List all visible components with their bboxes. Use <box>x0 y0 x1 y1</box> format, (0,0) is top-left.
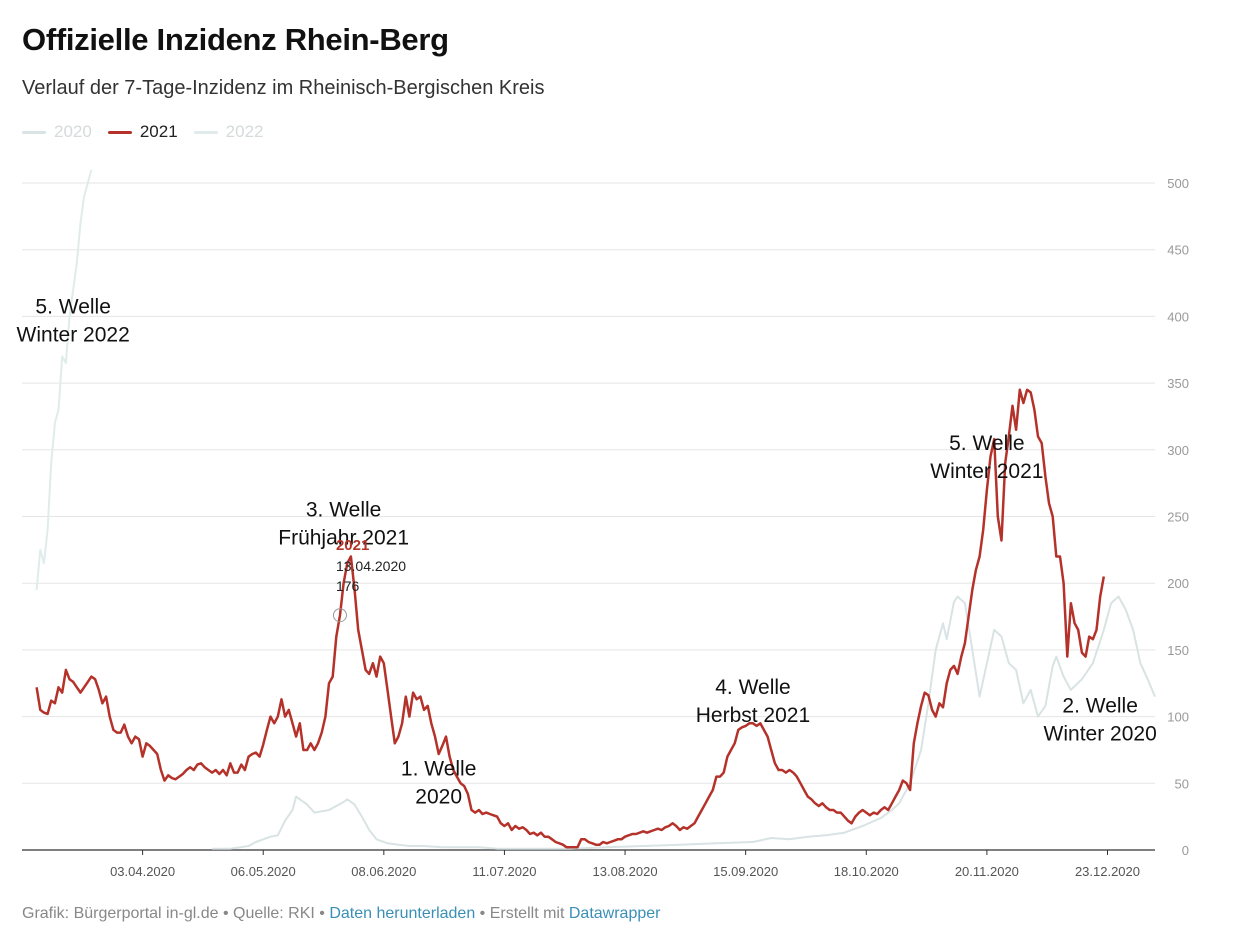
legend-label-2022: 2022 <box>225 122 264 141</box>
datawrapper-link[interactable]: Datawrapper <box>568 905 661 922</box>
legend-label-2020: 2020 <box>54 122 92 141</box>
y-tick-label: 500 <box>1167 176 1189 191</box>
x-tick-label: 06.05.2020 <box>231 864 296 879</box>
annotation-label: 5. Welle Winter 2022 <box>17 296 130 347</box>
annotation-label: 1. Welle 2020 <box>401 757 476 808</box>
footer-source: Quelle: RKI <box>233 905 315 922</box>
x-tick-label: 20.11.2020 <box>955 864 1019 879</box>
legend-label-2021: 2021 <box>139 122 178 141</box>
chart-footer: Grafik: Bürgerportal in-gl.de • Quelle: … <box>22 905 660 923</box>
legend-swatch-2020 <box>22 130 46 134</box>
x-tick-label: 18.10.2020 <box>834 864 899 879</box>
footer-separator: • <box>218 905 234 922</box>
footer-credit: Grafik: Bürgerportal in-gl.de <box>22 905 219 922</box>
chart-legend: 2020 2021 2022 <box>22 122 263 142</box>
series-line-2020 <box>212 595 1156 850</box>
x-tick-label: 15.09.2020 <box>713 864 778 879</box>
annotation-label: 5. Welle Winter 2021 <box>930 432 1043 483</box>
footer-made-with: Erstellt mit <box>489 905 569 922</box>
y-tick-label: 150 <box>1167 643 1189 658</box>
legend-swatch-2022 <box>193 130 218 134</box>
series-line-2021 <box>35 388 1106 849</box>
y-tick-label: 250 <box>1167 510 1189 525</box>
y-tick-label: 300 <box>1167 443 1189 458</box>
tooltip-value: 176 <box>336 578 360 594</box>
line-chart: 0 50 100 150 200 250 300 350 400 450 500 03.04.2020… <box>17 169 1189 879</box>
series-line-2022 <box>35 169 93 590</box>
tooltip-marker <box>332 608 347 623</box>
download-data-link[interactable]: Daten herunterladen <box>329 905 476 922</box>
legend-item-2021[interactable]: 2021 <box>107 122 178 142</box>
y-tick-label: 350 <box>1167 376 1189 391</box>
y-tick-label: 200 <box>1167 576 1189 591</box>
chart-subtitle: Verlauf der 7-Tage-Inzidenz im Rheinisch… <box>22 77 545 99</box>
y-tick-label: 400 <box>1167 309 1189 324</box>
y-tick-label: 50 <box>1175 776 1189 791</box>
chart-title: Offizielle Inzidenz Rhein-Berg <box>22 22 449 57</box>
y-tick-label: 0 <box>1182 843 1189 858</box>
x-tick-label: 03.04.2020 <box>110 864 175 879</box>
footer-separator: • <box>314 905 330 922</box>
tooltip-series: 2021 <box>336 537 369 554</box>
annotation-label: 3. Welle Frühjahr 2021 <box>278 499 409 550</box>
legend-item-2020[interactable]: 2020 <box>22 122 92 142</box>
footer-separator: • <box>475 905 490 922</box>
y-tick-label: 100 <box>1167 710 1189 725</box>
x-tick-label: 13.08.2020 <box>593 864 658 879</box>
x-tick-label: 08.06.2020 <box>351 864 416 879</box>
annotation-label: 2. Welle Winter 2020 <box>1044 695 1157 746</box>
annotation-label: 4. Welle Herbst 2021 <box>696 676 810 727</box>
x-tick-label: 11.07.2020 <box>472 864 536 879</box>
legend-swatch-2021 <box>107 130 132 134</box>
y-tick-label: 450 <box>1167 243 1189 258</box>
tooltip-date: 13.04.2020 <box>336 558 406 574</box>
x-tick-label: 23.12.2020 <box>1075 864 1140 879</box>
legend-item-2022[interactable]: 2022 <box>193 122 264 142</box>
